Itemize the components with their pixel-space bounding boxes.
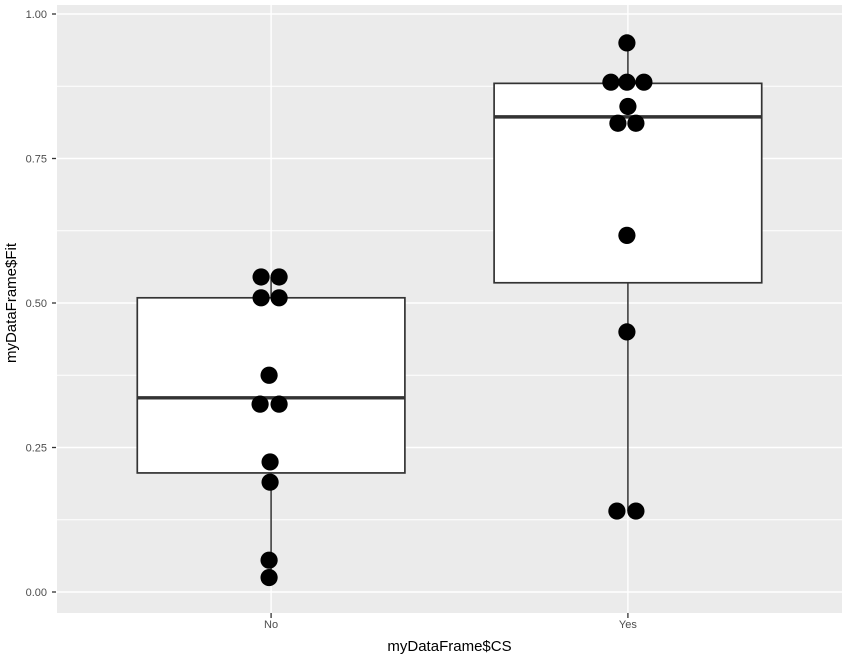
- plot-panel: 0.00 0.25 0.50 0.75 1.00 No Yes: [26, 5, 842, 631]
- jitter-point-yes: [627, 114, 645, 132]
- jitter-point-no: [252, 289, 270, 307]
- jitter-point-yes: [618, 323, 636, 341]
- y-tick-label: 1.00: [26, 9, 47, 21]
- jitter-point-no: [261, 453, 279, 471]
- jitter-point-no: [260, 551, 278, 569]
- jitter-point-no: [270, 268, 288, 286]
- jitter-point-yes: [627, 502, 645, 520]
- jitter-point-no: [270, 289, 288, 307]
- y-tick-label: 0.75: [26, 153, 47, 165]
- y-tick-label: 0.25: [26, 442, 47, 454]
- jitter-point-yes: [619, 97, 637, 116]
- jitter-point-yes: [635, 73, 653, 91]
- jitter-point-no: [261, 473, 279, 491]
- jitter-point-yes: [609, 114, 627, 132]
- jitter-point-yes: [602, 73, 620, 91]
- y-axis-title: myDataFrame$Fit: [3, 242, 20, 363]
- jitter-point-no: [270, 395, 288, 413]
- jitter-point-yes: [608, 502, 626, 520]
- x-category-label: Yes: [619, 619, 637, 631]
- x-axis-title: myDataFrame$CS: [387, 638, 511, 655]
- jitter-point-yes: [618, 34, 636, 52]
- jitter-point-no: [252, 268, 270, 286]
- jitter-point-no: [251, 395, 269, 413]
- jitter-point-no: [260, 568, 278, 587]
- jitter-point-no: [260, 366, 278, 384]
- y-tick-label: 0.00: [26, 587, 47, 599]
- x-category-label: No: [264, 619, 278, 631]
- jitter-point-yes: [618, 73, 636, 91]
- y-tick-label: 0.50: [26, 298, 47, 310]
- jitter-point-yes: [618, 226, 636, 244]
- box-no: [136, 296, 406, 474]
